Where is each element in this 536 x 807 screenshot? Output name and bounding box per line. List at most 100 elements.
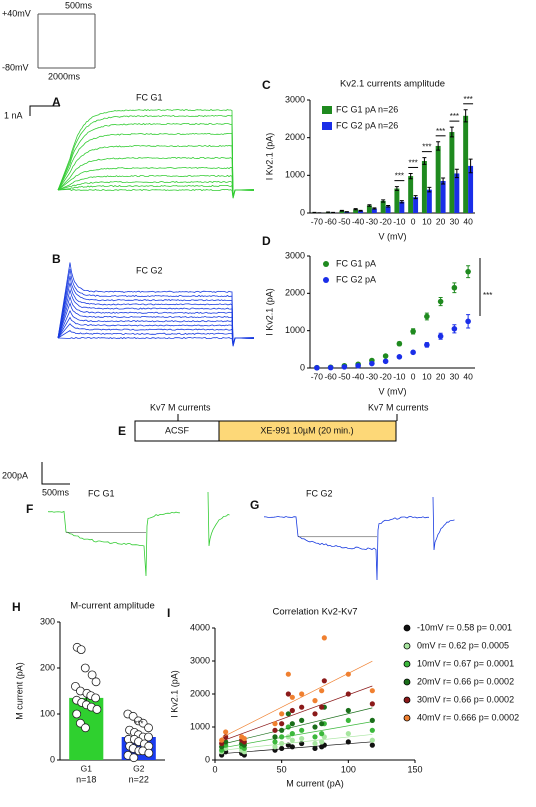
legend-label: 20mV r= 0.66 p= 0.0002 (417, 676, 514, 686)
data-point (396, 354, 403, 360)
error-bar (463, 109, 468, 123)
trace (57, 323, 255, 347)
x-tick-label: -30 (366, 216, 379, 226)
x-tick-label: -70 (311, 371, 324, 381)
data-point (424, 342, 430, 348)
trace (57, 262, 255, 347)
data-point (355, 362, 361, 369)
error-bar (339, 209, 344, 212)
data-point (451, 284, 458, 291)
data-point (81, 723, 90, 733)
trace (57, 268, 255, 347)
data-point (279, 740, 285, 747)
trace-label: FC G2 (306, 488, 333, 498)
x-tick-label: 20 (436, 216, 446, 226)
m-current-trace (263, 516, 429, 581)
data-point (327, 364, 334, 371)
data-point (72, 709, 82, 719)
x-tick-label: -10 (393, 371, 406, 381)
scale-label: 200pA (2, 470, 28, 480)
data-point (312, 740, 318, 747)
protocol-label: 500ms (65, 0, 93, 10)
bar (454, 173, 460, 213)
protocol-label: 2000ms (48, 71, 81, 81)
trace (57, 302, 255, 347)
y-axis-label: I Kv2.1 (pA) (264, 133, 274, 181)
scale-label: 1 nA (4, 110, 23, 120)
y-tick-label: 3000 (285, 94, 305, 104)
x-tick-sublabel: n=18 (76, 774, 96, 784)
data-point (76, 645, 86, 654)
y-tick-label: 2000 (190, 688, 210, 698)
error-bar (394, 186, 399, 191)
data-point (312, 734, 318, 740)
trace-label: FC G2 (136, 265, 163, 275)
x-tick-label: -10 (393, 216, 406, 226)
x-tick-label: -60 (324, 371, 337, 381)
protocol-label: -80mV (2, 62, 29, 72)
data-point (279, 721, 285, 727)
data-point (410, 349, 416, 356)
box-label: ACSF (165, 425, 190, 435)
legend-label: 0mV r= 0.62 p= 0.0005 (417, 640, 509, 650)
significance-label: *** (483, 291, 492, 300)
legend-label: 40mV r= 0.666 p= 0.0002 (417, 712, 519, 722)
bar (380, 200, 386, 213)
data-point (382, 353, 389, 359)
trace (57, 174, 255, 199)
data-point (369, 688, 375, 694)
data-point (219, 737, 225, 743)
error-bar (372, 207, 377, 210)
m-current-trace (432, 496, 455, 551)
error-bar (441, 177, 446, 185)
trace (57, 329, 255, 347)
bar (358, 210, 364, 213)
bar (366, 205, 372, 213)
trace (57, 288, 255, 347)
significance-label: *** (436, 127, 445, 136)
chart-title: Kv2.1 currents amplitude (340, 79, 445, 90)
data-point (299, 717, 305, 724)
error-bar (399, 200, 404, 204)
data-point (285, 742, 291, 748)
x-tick-label: -20 (379, 371, 392, 381)
x-tick-label: 20 (436, 371, 446, 381)
data-point (437, 298, 444, 305)
data-point (319, 739, 325, 745)
x-tick-label: -30 (366, 371, 379, 381)
legend-label: FC G1 pA (336, 258, 376, 268)
x-tick-label: 40 (463, 371, 473, 381)
error-bar (353, 208, 358, 211)
legend-label: FC G2 pA (336, 274, 376, 284)
y-tick-label: 2000 (285, 132, 305, 142)
protocol (37, 13, 96, 69)
error-bar (386, 204, 391, 208)
data-point (272, 721, 278, 727)
x-tick-label: 10 (422, 371, 432, 381)
significance-label: *** (395, 172, 404, 181)
x-tick-label: -50 (338, 216, 351, 226)
data-point (345, 739, 351, 745)
data-point (91, 677, 101, 687)
data-point (369, 360, 375, 367)
y-tick-label: 100 (40, 708, 55, 718)
data-point (289, 744, 295, 750)
y-tick-label: 1000 (190, 721, 210, 731)
significance-label: *** (422, 143, 431, 152)
data-point (345, 671, 351, 677)
data-point (285, 734, 291, 740)
panel-letter: H (12, 600, 21, 614)
legend-swatch (403, 642, 411, 650)
y-tick-label: 300 (40, 616, 55, 626)
trace (57, 156, 255, 199)
y-tick-label: 0 (205, 754, 210, 764)
y-tick-label: 1000 (285, 170, 305, 180)
legend-swatch (403, 714, 411, 722)
legend-label: -10mV r= 0.58 p= 0.001 (417, 622, 512, 632)
panel-letter: I (167, 606, 170, 620)
trace (57, 188, 254, 199)
scale-bar (29, 105, 60, 116)
data-point (369, 737, 375, 743)
trace (57, 114, 255, 199)
data-point (129, 753, 139, 763)
